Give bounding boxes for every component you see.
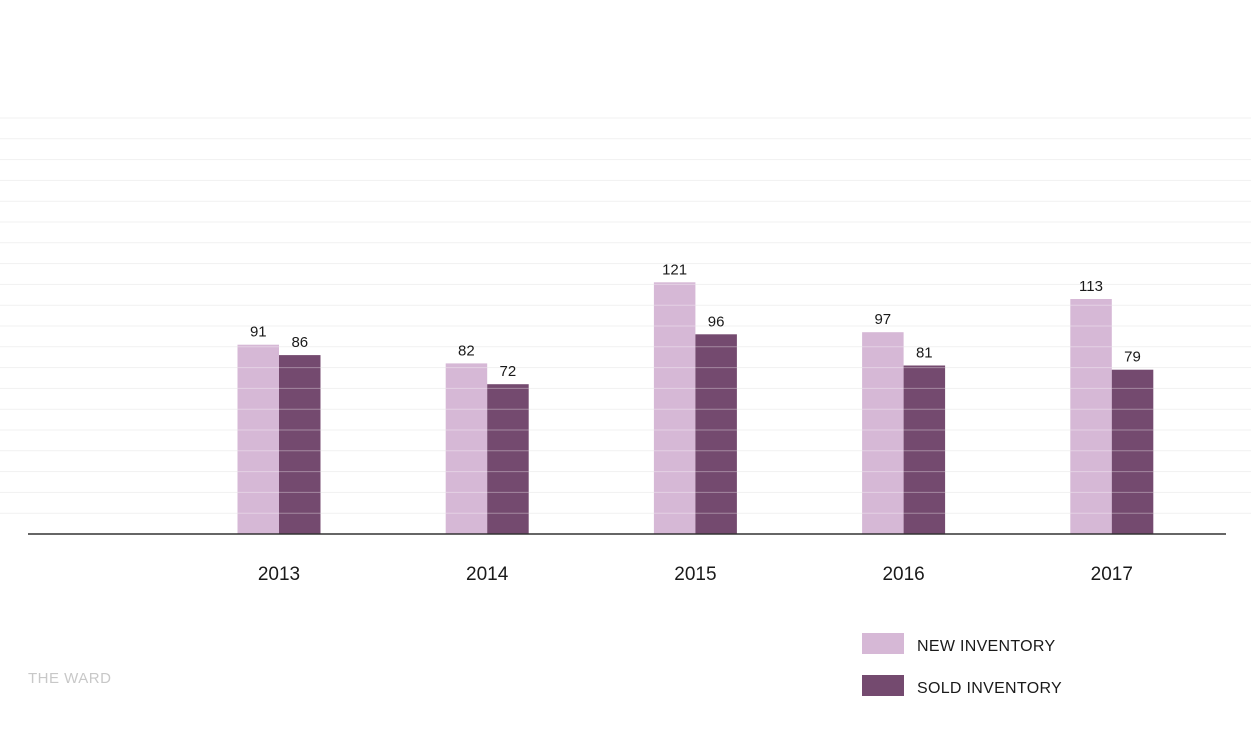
x-tick-label-2015: 2015 bbox=[674, 564, 716, 585]
bar-new-inventory-2017 bbox=[1070, 299, 1112, 534]
data-label-new-2014: 82 bbox=[458, 342, 475, 359]
data-label-new-2016: 97 bbox=[874, 311, 891, 328]
legend-label-sold: SOLD INVENTORY bbox=[917, 680, 1062, 697]
bar-sold-inventory-2014 bbox=[487, 384, 529, 534]
legend-label-new: NEW INVENTORY bbox=[917, 638, 1056, 655]
bar-sold-inventory-2016 bbox=[903, 365, 946, 534]
bar-sold-inventory-2013 bbox=[279, 355, 321, 534]
legend: NEW INVENTORY SOLD INVENTORY bbox=[862, 622, 1062, 706]
data-label-sold-2014: 72 bbox=[500, 363, 517, 380]
bar-new-inventory-2014 bbox=[445, 363, 488, 534]
bar-new-inventory-2013 bbox=[237, 344, 279, 534]
data-label-sold-2016: 81 bbox=[916, 345, 933, 362]
brand-logo-text: THE WARD bbox=[28, 670, 112, 687]
x-tick-label-2014: 2014 bbox=[466, 564, 509, 585]
data-labels: 91 86 82 72 121 96 97 81 113 79 bbox=[250, 261, 1141, 380]
bar-new-inventory-2016 bbox=[862, 332, 904, 534]
x-tick-label-2013: 2013 bbox=[258, 564, 300, 585]
x-tick-label-2017: 2017 bbox=[1091, 564, 1133, 585]
data-label-sold-2015: 96 bbox=[708, 313, 725, 330]
data-label-new-2017: 113 bbox=[1079, 278, 1103, 295]
data-label-new-2015: 121 bbox=[662, 261, 687, 278]
legend-item-new: NEW INVENTORY bbox=[862, 622, 1062, 664]
data-label-sold-2013: 86 bbox=[291, 334, 308, 351]
gridlines bbox=[0, 117, 1251, 514]
legend-swatch-new bbox=[862, 632, 904, 654]
x-tick-labels: 2013 2014 2015 2016 2017 bbox=[258, 564, 1133, 585]
data-label-new-2013: 91 bbox=[250, 324, 267, 341]
bar-new-inventory-2015 bbox=[653, 282, 696, 534]
legend-item-sold: SOLD INVENTORY bbox=[862, 664, 1062, 706]
x-tick-label-2016: 2016 bbox=[882, 564, 924, 585]
bar-sold-inventory-2017 bbox=[1111, 369, 1154, 534]
bar-sold-inventory-2015 bbox=[695, 334, 737, 534]
bars bbox=[237, 282, 1154, 534]
data-label-sold-2017: 79 bbox=[1124, 349, 1141, 366]
legend-swatch-sold bbox=[862, 674, 904, 696]
